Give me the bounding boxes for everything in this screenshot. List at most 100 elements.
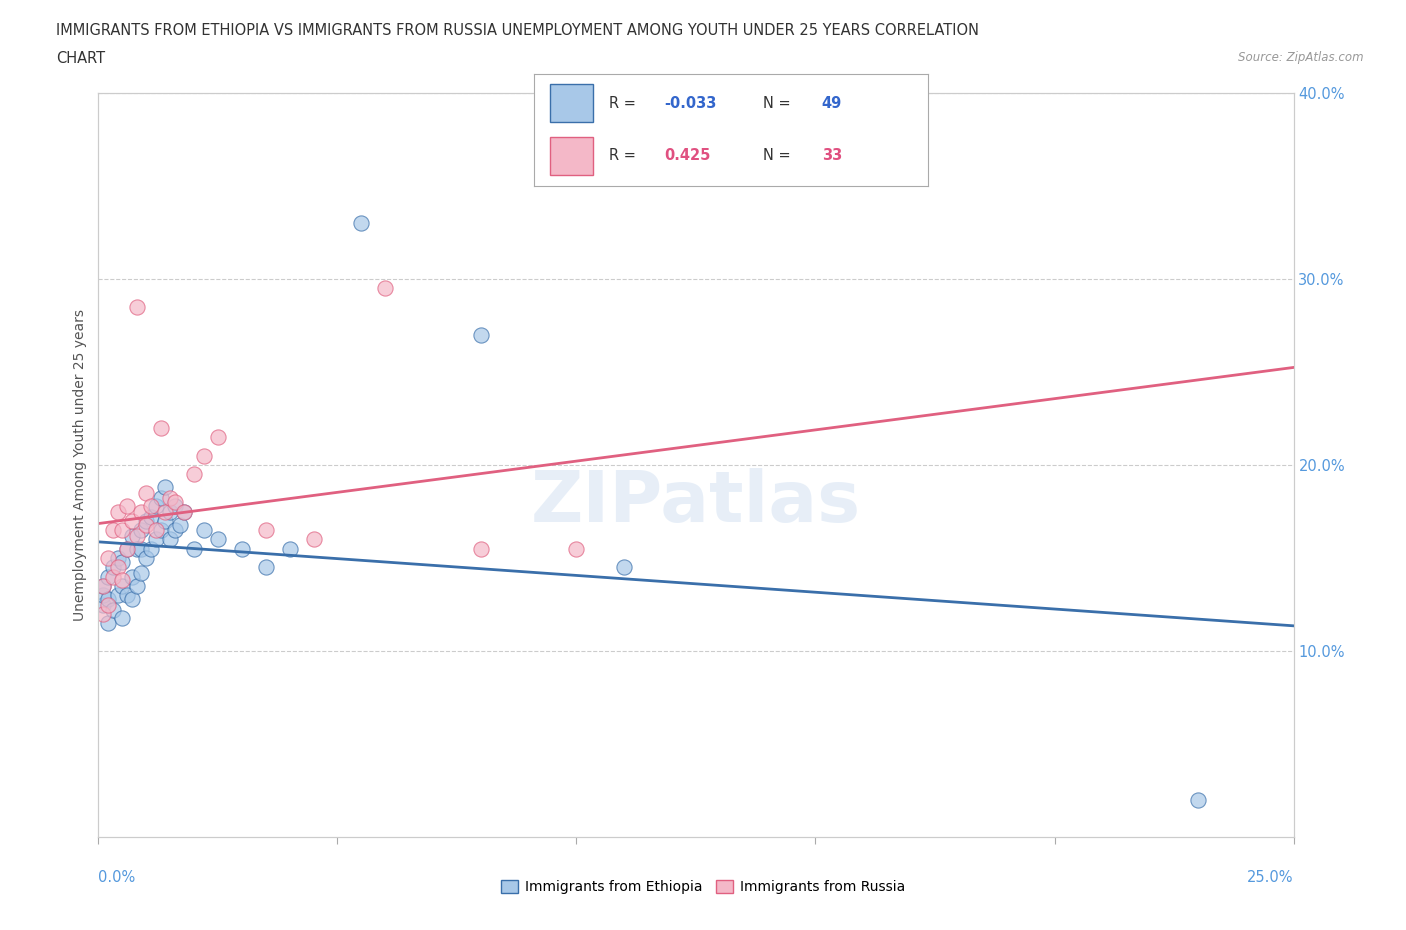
Point [91,578,114,593]
Point [155,480,177,495]
Text: IMMIGRANTS FROM ETHIOPIA VS IMMIGRANTS FROM RUSSIA UNEMPLOYMENT AMONG YOUTH UNDE: IMMIGRANTS FROM ETHIOPIA VS IMMIGRANTS F… [56,23,979,38]
Text: ZIPatlas: ZIPatlas [531,468,860,537]
Point [111,573,134,588]
Text: N =: N = [762,149,790,164]
Point [159,532,181,547]
Point [163,498,186,513]
Text: CHART: CHART [56,51,105,66]
Point [173,504,195,519]
Point [97,597,120,612]
Point [115,588,138,603]
Point [173,504,195,519]
Text: R =: R = [609,96,636,111]
Point [149,523,172,538]
Y-axis label: Unemployment Among Youth under 25 years: Unemployment Among Youth under 25 years [73,309,87,621]
Point [121,528,143,543]
Point [111,523,134,538]
Point [139,541,162,556]
Point [121,569,143,584]
Point [470,541,492,556]
Point [155,513,177,528]
Point [302,532,325,547]
Point [145,523,167,538]
Text: N =: N = [762,96,790,111]
Text: 25.0%: 25.0% [1247,870,1294,884]
Point [131,565,153,580]
Point [125,528,148,543]
Point [159,504,181,519]
Point [97,569,120,584]
Point [111,610,134,625]
Point [91,588,114,603]
Point [169,517,191,532]
Point [159,491,181,506]
Point [107,551,129,565]
Point [163,495,186,510]
Text: 0.0%: 0.0% [98,870,135,884]
Point [139,510,162,525]
Point [121,513,143,528]
Point [101,560,124,575]
Point [193,448,215,463]
Point [149,491,172,506]
Point [107,504,129,519]
Point [91,597,114,612]
Point [135,485,157,500]
Point [97,591,120,606]
Point [207,430,229,445]
Point [111,554,134,569]
Point [163,523,186,538]
Point [149,420,172,435]
Point [91,606,114,621]
Point [125,299,148,314]
Point [231,541,253,556]
Text: 49: 49 [821,96,842,111]
Text: -0.033: -0.033 [664,96,717,111]
Point [278,541,301,556]
Point [350,216,373,231]
Point [139,498,162,513]
Point [374,281,396,296]
Point [131,541,153,556]
Point [115,541,138,556]
Point [145,532,167,547]
Point [101,523,124,538]
Point [107,560,129,575]
Point [115,498,138,513]
FancyBboxPatch shape [550,85,593,123]
Text: Source: ZipAtlas.com: Source: ZipAtlas.com [1239,51,1364,64]
Point [470,327,492,342]
Point [111,578,134,593]
Text: 0.425: 0.425 [664,149,710,164]
Point [101,569,124,584]
Point [613,560,636,575]
Point [145,498,167,513]
Point [101,603,124,618]
Point [125,578,148,593]
Point [125,541,148,556]
Point [135,517,157,532]
Point [121,591,143,606]
Point [97,551,120,565]
Point [183,467,205,482]
Text: 33: 33 [821,149,842,164]
Point [135,513,157,528]
Point [131,504,153,519]
Point [565,541,588,556]
Text: R =: R = [609,149,636,164]
Point [97,616,120,631]
Point [254,560,277,575]
Point [135,551,157,565]
Point [254,523,277,538]
Point [107,588,129,603]
Point [115,541,138,556]
Point [1187,792,1209,807]
Point [183,541,205,556]
Point [193,523,215,538]
Point [155,504,177,519]
Point [91,578,114,593]
Point [207,532,229,547]
Point [131,523,153,538]
Legend: Immigrants from Ethiopia, Immigrants from Russia: Immigrants from Ethiopia, Immigrants fro… [495,875,911,900]
FancyBboxPatch shape [550,137,593,175]
